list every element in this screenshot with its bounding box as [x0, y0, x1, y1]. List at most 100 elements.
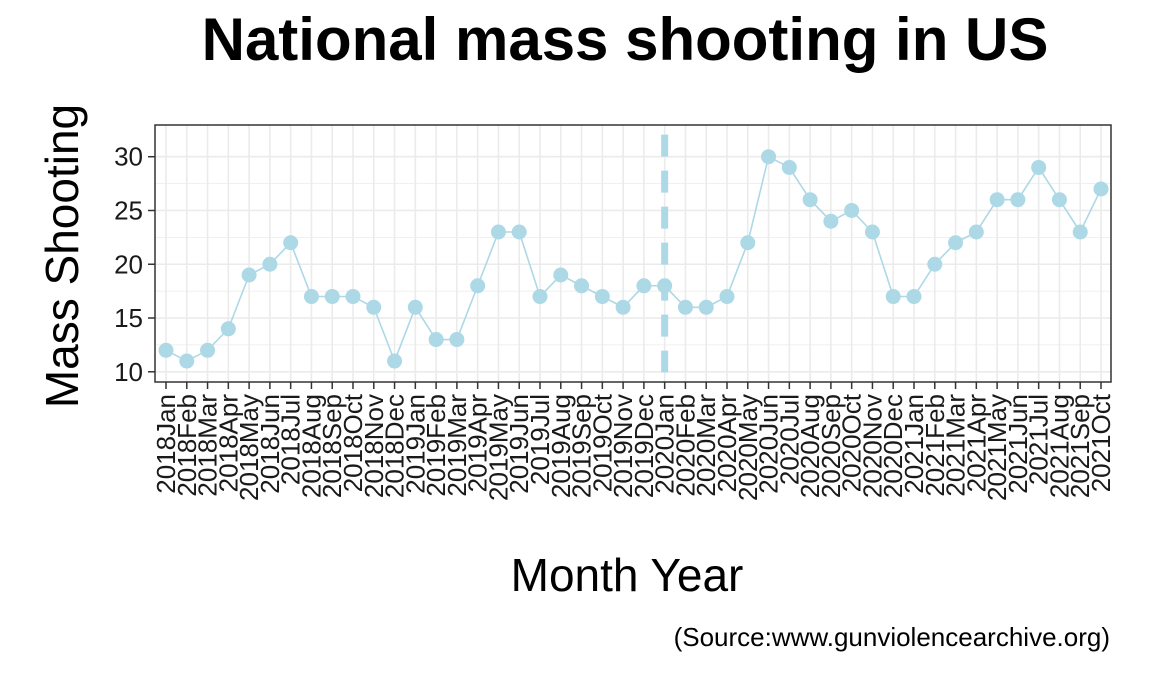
x-tick-label: 2020Jun — [754, 394, 784, 494]
data-point — [428, 332, 444, 348]
x-axis: 2018Jan2018Feb2018Mar2018Apr2018May2018J… — [151, 382, 1116, 501]
data-point — [1010, 192, 1026, 208]
x-tick-label: 2020Jul — [774, 394, 804, 485]
x-tick-label: 2019Jul — [525, 394, 555, 485]
data-point — [574, 278, 590, 294]
chart-title: National mass shooting in US — [202, 6, 1049, 73]
x-tick-label: 2020May — [733, 394, 763, 501]
x-tick-label: 2019Jun — [504, 394, 534, 494]
data-point — [387, 353, 403, 369]
x-tick-label: 2018Jan — [151, 394, 181, 494]
data-point — [1031, 159, 1047, 175]
x-tick-label: 2020Nov — [857, 394, 887, 498]
x-tick-label: 2021May — [982, 394, 1012, 501]
data-point — [511, 224, 527, 240]
x-tick-label: 2021Mar — [941, 394, 971, 497]
x-tick-label: 2018Feb — [172, 394, 202, 497]
data-point — [283, 235, 299, 251]
data-point — [449, 332, 465, 348]
data-point — [179, 353, 195, 369]
data-point — [303, 289, 319, 305]
data-point — [241, 267, 257, 283]
data-point — [740, 235, 756, 251]
data-point — [719, 289, 735, 305]
data-point — [1051, 192, 1067, 208]
x-tick-label: 2018Mar — [193, 394, 223, 497]
data-point — [553, 267, 569, 283]
data-point — [1072, 224, 1088, 240]
y-tick-label: 20 — [114, 249, 143, 279]
x-tick-label: 2018Jul — [276, 394, 306, 485]
x-tick-label: 2019Mar — [442, 394, 472, 497]
x-tick-label: 2019Aug — [546, 394, 576, 498]
data-point — [927, 256, 943, 272]
x-tick-label: 2021Sep — [1065, 394, 1095, 498]
x-tick-label: 2021Apr — [961, 394, 991, 493]
x-tick-label: 2020Apr — [712, 394, 742, 493]
x-tick-label: 2019Sep — [567, 394, 597, 498]
panel-border — [154, 124, 1112, 383]
data-point — [470, 278, 486, 294]
x-tick-label: 2019Dec — [629, 394, 659, 498]
data-point — [781, 159, 797, 175]
data-point — [864, 224, 880, 240]
data-point — [407, 299, 423, 315]
x-tick-label: 2020Jan — [650, 394, 680, 494]
data-point — [802, 192, 818, 208]
data-point — [677, 299, 693, 315]
data-point — [823, 213, 839, 229]
x-tick-label: 2020Oct — [837, 393, 867, 492]
data-point — [220, 321, 236, 337]
x-tick-label: 2019May — [483, 394, 513, 501]
data-point — [366, 299, 382, 315]
x-tick-label: 2020Aug — [795, 394, 825, 498]
series-line — [165, 155, 1102, 364]
data-point — [989, 192, 1005, 208]
data-point — [1093, 181, 1109, 197]
data-point — [948, 235, 964, 251]
data-point — [158, 342, 174, 358]
data-point — [532, 289, 548, 305]
y-tick-label: 15 — [114, 303, 143, 333]
data-point — [844, 202, 860, 218]
x-tick-label: 2019Apr — [463, 394, 493, 493]
x-tick-label: 2019Nov — [608, 394, 638, 498]
x-tick-label: 2018May — [234, 394, 264, 501]
data-point — [262, 256, 278, 272]
x-tick-label: 2018Aug — [296, 394, 326, 498]
source-caption: (Source:www.gunviolencearchive.org) — [674, 622, 1110, 652]
x-tick-label: 2021Oct — [1086, 393, 1116, 492]
data-point — [906, 289, 922, 305]
x-tick-label: 2021Jan — [899, 394, 929, 494]
x-tick-label: 2020Dec — [878, 394, 908, 498]
data-point — [200, 342, 216, 358]
data-point — [657, 278, 673, 294]
series-layer — [158, 149, 1109, 369]
data-point — [885, 289, 901, 305]
y-tick-label: 25 — [114, 195, 143, 225]
x-tick-label: 2018Apr — [213, 394, 243, 493]
x-tick-label: 2019Oct — [587, 393, 617, 492]
grid-lines — [155, 125, 1111, 382]
x-tick-label: 2018Jun — [255, 394, 285, 494]
x-tick-label: 2019Feb — [421, 394, 451, 497]
y-axis-title: Mass Shooting — [36, 104, 88, 408]
x-tick-label: 2018Oct — [338, 393, 368, 492]
x-tick-label: 2020Sep — [816, 394, 846, 498]
x-tick-label: 2018Dec — [380, 394, 410, 498]
data-point — [698, 299, 714, 315]
data-point — [761, 149, 777, 165]
data-point — [594, 289, 610, 305]
y-tick-label: 30 — [114, 142, 143, 172]
x-tick-label: 2020Feb — [670, 394, 700, 497]
data-point — [490, 224, 506, 240]
y-tick-label: 10 — [114, 357, 143, 387]
data-point — [968, 224, 984, 240]
x-tick-label: 2018Sep — [317, 394, 347, 498]
data-point — [636, 278, 652, 294]
x-tick-label: 2018Nov — [359, 394, 389, 498]
x-tick-label: 2021Feb — [920, 394, 950, 497]
x-tick-label: 2019Jan — [400, 394, 430, 494]
data-point — [345, 289, 361, 305]
